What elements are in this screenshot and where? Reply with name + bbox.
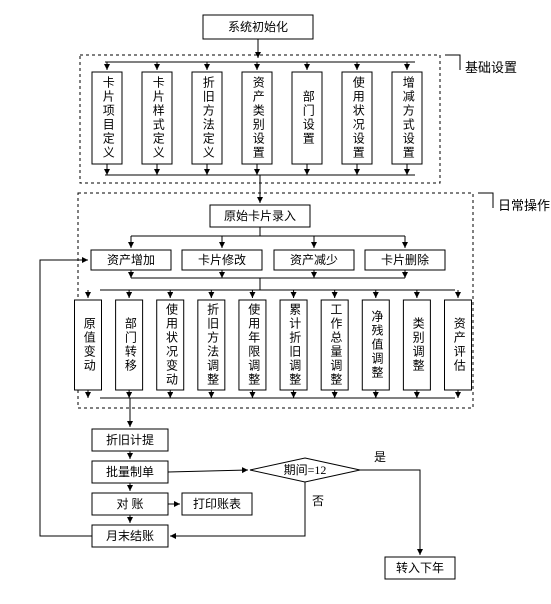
row3-label-4: 使用年限调整: [247, 302, 261, 387]
node-print-label: 打印账表: [193, 497, 241, 511]
group2-label: 日常操作: [498, 198, 550, 213]
row3-label-3: 折旧方法调整: [206, 302, 220, 387]
flowchart: 系统初始化 基础设置 卡片项目定义卡片样式定义折旧方法定义资产类别设置部门设置使…: [0, 0, 551, 604]
row3-label-2: 使用状况变动: [164, 302, 178, 387]
decision-period: 期间=12: [250, 458, 360, 482]
row2-label-2: 资产减少: [290, 253, 338, 267]
decision-no: 否: [312, 494, 324, 508]
row2-label-1: 卡片修改: [198, 252, 246, 267]
row3-label-0: 原值变动: [82, 317, 96, 373]
g1-label-4: 部门设置: [301, 89, 315, 146]
g1-label-0: 卡片项目定义: [101, 76, 115, 160]
row3-label-5: 累计折旧调整: [288, 303, 302, 387]
g1-label-3: 资产类别设置: [251, 76, 265, 160]
g1-label-2: 折旧方法定义: [201, 75, 215, 160]
seq-label-3: 月末结账: [106, 529, 154, 543]
node-original-card-label: 原始卡片录入: [224, 209, 296, 223]
node-next-year-label: 转入下年: [396, 560, 444, 575]
node-init-label: 系统初始化: [228, 20, 288, 34]
row3-label-6: 工作总量调整: [329, 303, 343, 387]
row2-label-3: 卡片删除: [381, 252, 429, 267]
row2-label-0: 资产增加: [107, 253, 155, 267]
group1-label: 基础设置: [465, 60, 517, 75]
g1-label-5: 使用状况设置: [351, 75, 365, 160]
row3-label-9: 资产评估: [452, 317, 466, 373]
row3-label-7: 净残值调整: [370, 310, 384, 380]
row3-label-8: 类别调整: [411, 317, 425, 373]
g1-label-1: 卡片样式定义: [151, 76, 165, 160]
g1-label-6: 增减方式设置: [401, 76, 415, 160]
decision-yes: 是: [374, 450, 386, 464]
decision-label: 期间=12: [284, 463, 327, 477]
seq-label-1: 批量制单: [106, 464, 154, 479]
seq-label-0: 折旧计提: [106, 432, 154, 447]
row3-label-1: 部门转移: [123, 316, 137, 373]
seq-label-2: 对 账: [116, 497, 143, 511]
